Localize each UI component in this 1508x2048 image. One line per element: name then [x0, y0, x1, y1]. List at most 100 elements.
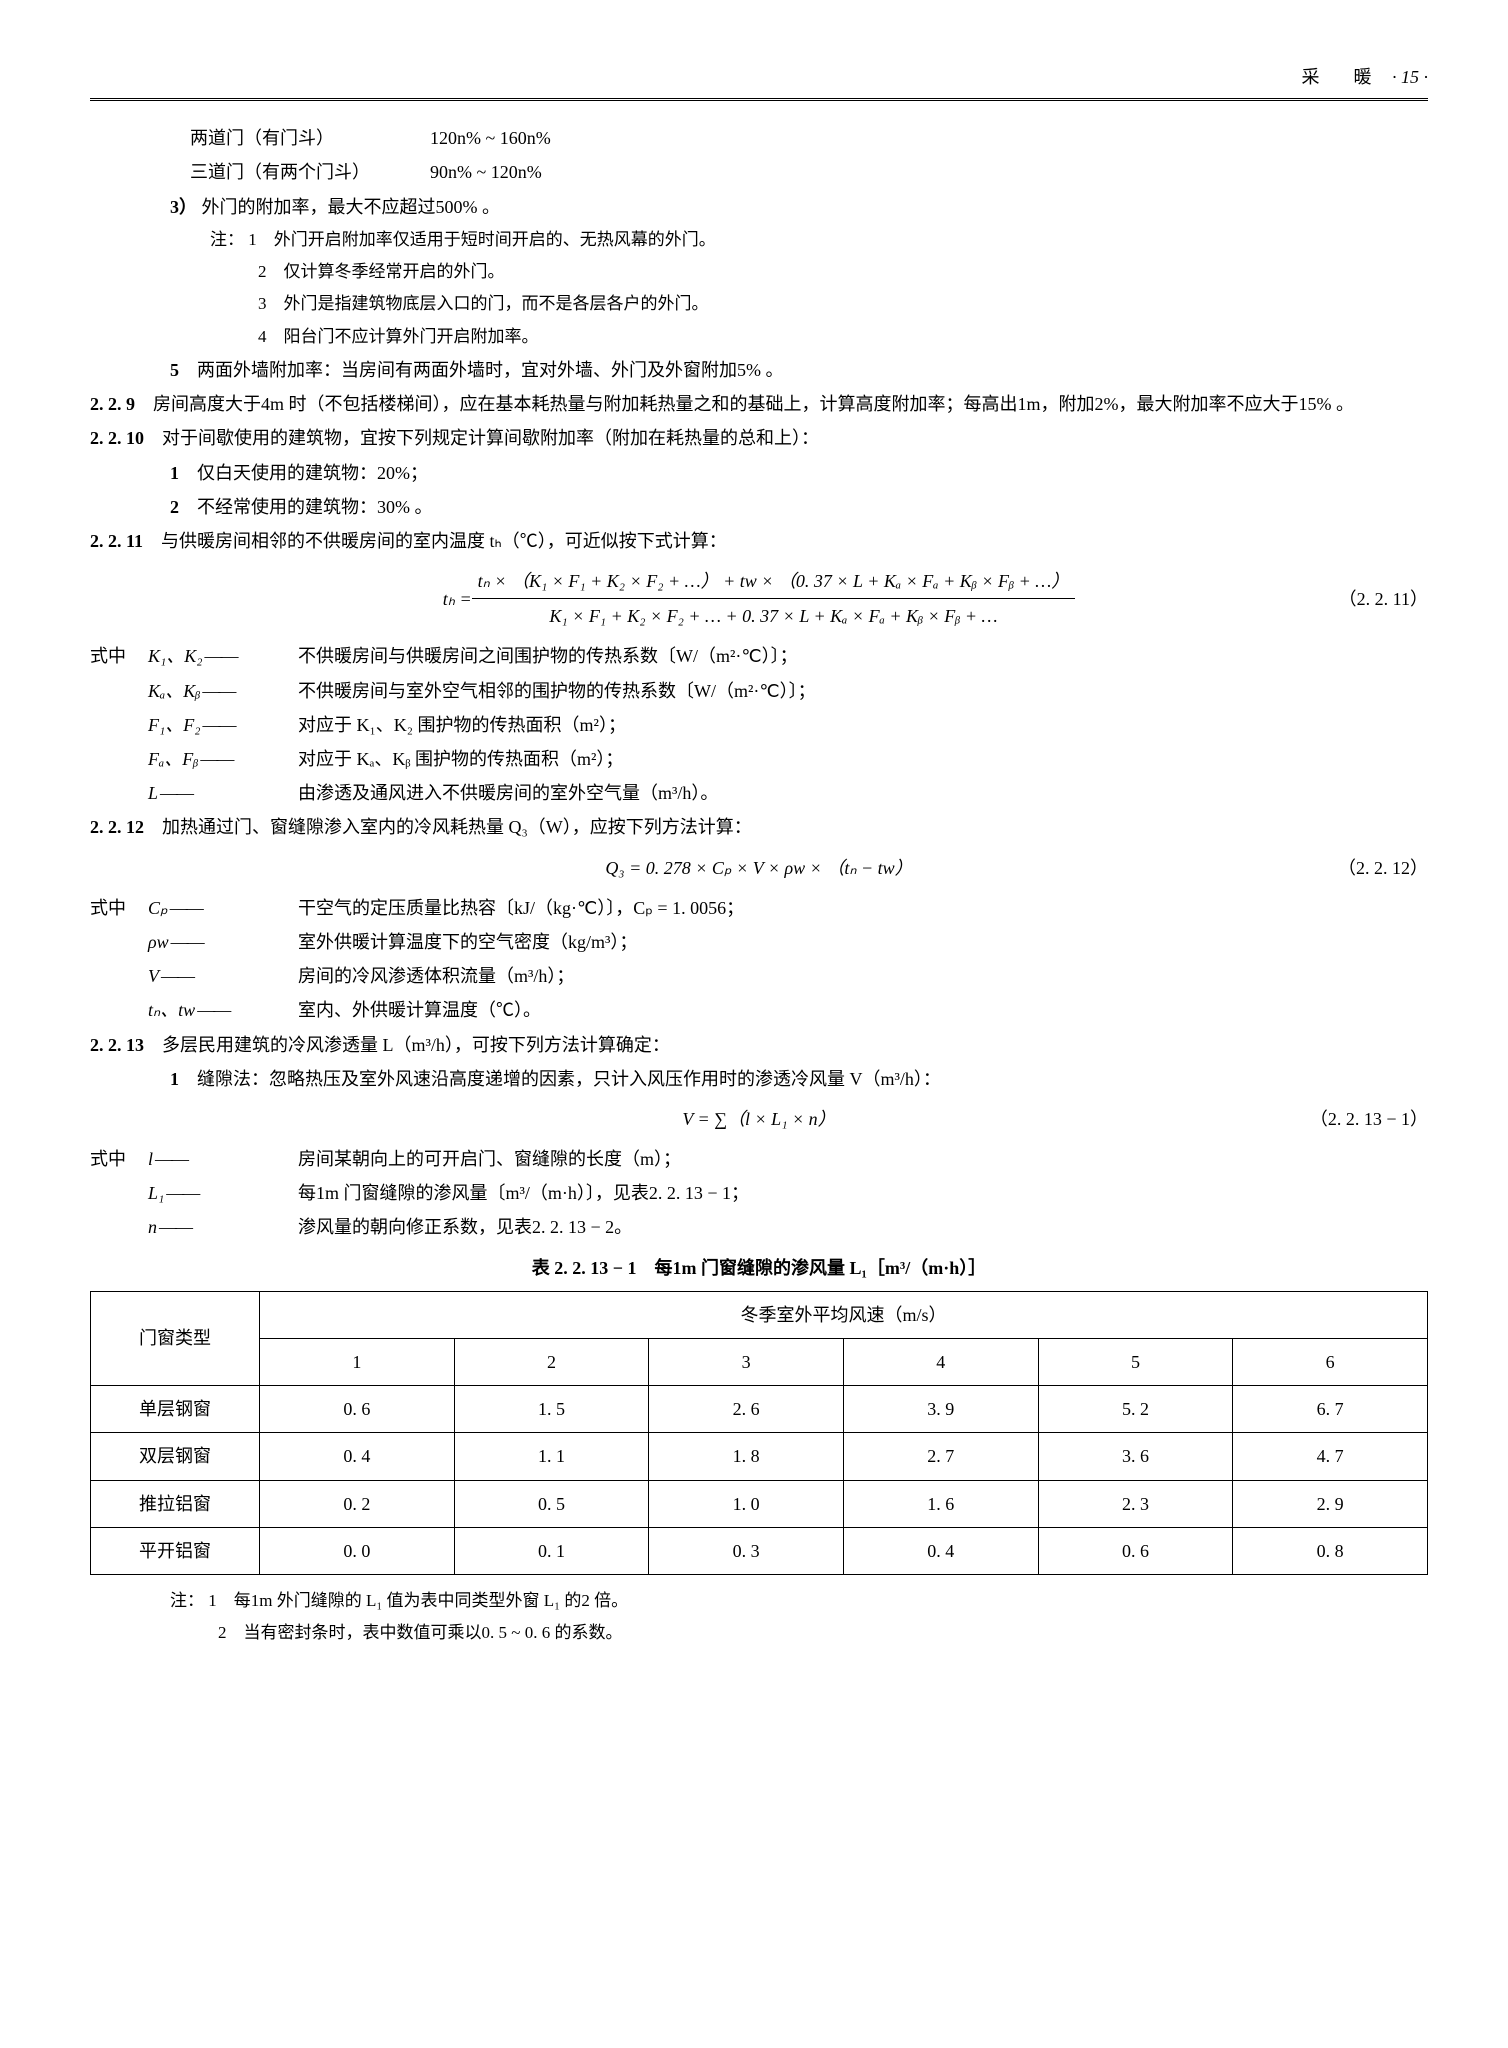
- note-line: 4 阳台门不应计算外门开启附加率。: [258, 321, 1428, 353]
- door-value: 120n% ~ 160n%: [430, 121, 551, 155]
- where-line: n——渗风量的朝向修正系数，见表2. 2. 13 − 2。: [90, 1210, 1428, 1244]
- door-label: 三道门（有两个门斗）: [190, 155, 430, 189]
- notes-label: 注：: [210, 230, 244, 249]
- cell: 2. 6: [649, 1386, 844, 1433]
- sym: K₁、K₂: [148, 639, 203, 673]
- sym: V: [148, 959, 159, 993]
- sec-num: 2. 2. 10: [90, 428, 144, 448]
- cell: 0. 6: [1038, 1527, 1233, 1574]
- def: 室内、外供暖计算温度（℃）。: [298, 993, 541, 1027]
- sym: L: [148, 776, 158, 810]
- where-line: tₙ、tw——室内、外供暖计算温度（℃）。: [90, 993, 1428, 1027]
- sec-text: 房间高度大于4m 时（不包括楼梯间），应在基本耗热量与附加耗热量之和的基础上，计…: [153, 394, 1354, 414]
- sym: Fₐ、Fᵦ: [148, 742, 198, 776]
- note-text: 外门开启附加率仅适用于短时间开启的、无热风幕的外门。: [274, 230, 716, 249]
- where-line: 式中Cₚ——干空气的定压质量比热容〔kJ/（kg·℃）〕，Cₚ = 1. 005…: [90, 891, 1428, 925]
- numerator: tₙ × （K₁ × F₁ + K₂ × F₂ + …） + tw × （0. …: [472, 564, 1076, 599]
- item-2: 2 不经常使用的建筑物：30% 。: [170, 490, 1428, 524]
- n: 1: [170, 463, 179, 483]
- cell: 3. 9: [843, 1386, 1038, 1433]
- sym: L₁: [148, 1176, 164, 1210]
- item-3-num: 3）: [170, 197, 197, 217]
- section-2-2-13: 2. 2. 13 多层民用建筑的冷风渗透量 L（m³/h），可按下列方法计算确定…: [90, 1028, 1428, 1062]
- item-5-num: 5: [170, 360, 179, 380]
- col: 5: [1038, 1339, 1233, 1386]
- table-row: 平开铝窗0. 00. 10. 30. 40. 60. 8: [91, 1527, 1428, 1574]
- cell: 1. 1: [454, 1433, 649, 1480]
- sym: n: [148, 1210, 157, 1244]
- note-text: 阳台门不应计算外门开启附加率。: [284, 327, 539, 346]
- note-num: 2: [258, 262, 267, 281]
- item-1: 1 仅白天使用的建筑物：20%；: [170, 456, 1428, 490]
- note-num: 1: [248, 230, 257, 249]
- def: 每1m 门窗缝隙的渗风量〔m³/（m·h）〕，见表2. 2. 13 − 1；: [298, 1176, 749, 1210]
- page-number: · 15 ·: [1392, 67, 1428, 87]
- eq-left: tₕ =: [443, 582, 472, 616]
- door-value: 90n% ~ 120n%: [430, 155, 542, 189]
- table-note: 2 当有密封条时，表中数值可乘以0. 5 ~ 0. 6 的系数。: [218, 1617, 1428, 1649]
- cell: 2. 3: [1038, 1480, 1233, 1527]
- door-item-2: 三道门（有两个门斗） 90n% ~ 120n%: [190, 155, 1428, 189]
- note-line: 注： 1 外门开启附加率仅适用于短时间开启的、无热风幕的外门。: [210, 224, 1428, 256]
- notes-label: 注：: [170, 1591, 204, 1610]
- where-line: Kₐ、Kᵦ——不供暖房间与室外空气相邻的围护物的传热系数〔W/（m²·℃）〕；: [90, 674, 1428, 708]
- cell: 2. 7: [843, 1433, 1038, 1480]
- sec-text: 与供暖房间相邻的不供暖房间的室内温度 tₕ（℃），可近似按下式计算：: [161, 531, 727, 551]
- sec-text: 加热通过门、窗缝隙渗入室内的冷风耗热量 Q₃（W），应按下列方法计算：: [162, 817, 752, 837]
- sec-num: 2. 2. 12: [90, 817, 144, 837]
- eq-num: （2. 2. 13 − 1）: [1310, 1102, 1428, 1136]
- cell: 2. 9: [1233, 1480, 1428, 1527]
- where-block-2213: 式中l——房间某朝向上的可开启门、窗缝隙的长度（m）； L₁——每1m 门窗缝隙…: [90, 1142, 1428, 1245]
- col: 4: [843, 1339, 1038, 1386]
- col: 2: [454, 1339, 649, 1386]
- t: 缝隙法：忽略热压及室外风速沿高度递增的因素，只计入风压作用时的渗透冷风量 V（m…: [197, 1069, 941, 1089]
- note-num: 3: [258, 294, 267, 313]
- eq-num: （2. 2. 11）: [1339, 582, 1428, 616]
- item-5-text: 两面外墙附加率：当房间有两面外墙时，宜对外墙、外门及外窗附加5% 。: [197, 360, 784, 380]
- fraction: tₙ × （K₁ × F₁ + K₂ × F₂ + …） + tw × （0. …: [472, 564, 1076, 633]
- table-row: 推拉铝窗0. 20. 51. 01. 62. 32. 9: [91, 1480, 1428, 1527]
- n: 1: [170, 1069, 179, 1089]
- table-subheader-row: 1 2 3 4 5 6: [91, 1339, 1428, 1386]
- where-block-2211: 式中 K₁、K₂—— 不供暖房间与供暖房间之间围护物的传热系数〔W/（m²·℃）…: [90, 639, 1428, 810]
- t: 不经常使用的建筑物：30% 。: [197, 497, 433, 517]
- equation-2-2-12: Q₃ = 0. 278 × Cₚ × V × ρw × （tₙ − tw） （2…: [90, 851, 1428, 885]
- where-line: 式中l——房间某朝向上的可开启门、窗缝隙的长度（m）；: [90, 1142, 1428, 1176]
- door-label: 两道门（有门斗）: [190, 121, 430, 155]
- note-text: 仅计算冬季经常开启的外门。: [284, 262, 505, 281]
- def: 对应于 K₁、K₂ 围护物的传热面积（m²）；: [298, 708, 626, 742]
- def: 由渗透及通风进入不供暖房间的室外空气量（m³/h）。: [298, 776, 718, 810]
- cell: 1. 5: [454, 1386, 649, 1433]
- equation-2-2-13-1: V = ∑（l × L₁ × n） （2. 2. 13 − 1）: [90, 1102, 1428, 1136]
- cell: 0. 4: [843, 1527, 1038, 1574]
- def: 渗风量的朝向修正系数，见表2. 2. 13 − 2。: [298, 1210, 632, 1244]
- where-label: 式中: [90, 891, 148, 925]
- def: 干空气的定压质量比热容〔kJ/（kg·℃）〕，Cₚ = 1. 0056；: [298, 891, 744, 925]
- note-num: 4: [258, 327, 267, 346]
- cell: 5. 2: [1038, 1386, 1233, 1433]
- sec-text: 对于间歇使用的建筑物，宜按下列规定计算间歇附加率（附加在耗热量的总和上）：: [162, 428, 819, 448]
- sym: l: [148, 1142, 153, 1176]
- sec-num: 2. 2. 9: [90, 394, 135, 414]
- where-line: L₁——每1m 门窗缝隙的渗风量〔m³/（m·h）〕，见表2. 2. 13 − …: [90, 1176, 1428, 1210]
- cell: 推拉铝窗: [91, 1480, 260, 1527]
- col: 6: [1233, 1339, 1428, 1386]
- table-header-row: 门窗类型 冬季室外平均风速（m/s）: [91, 1291, 1428, 1338]
- table-note: 注： 1 每1m 外门缝隙的 L₁ 值为表中同类型外窗 L₁ 的2 倍。: [170, 1585, 1428, 1617]
- def: 房间某朝向上的可开启门、窗缝隙的长度（m）；: [298, 1142, 681, 1176]
- section-title: 采 暖: [1302, 67, 1380, 87]
- where-line: Fₐ、Fᵦ——对应于 Kₐ、Kᵦ 围护物的传热面积（m²）；: [90, 742, 1428, 776]
- col: 3: [649, 1339, 844, 1386]
- def: 不供暖房间与室外空气相邻的围护物的传热系数〔W/（m²·℃）〕；: [298, 674, 816, 708]
- where-label: 式中: [90, 1142, 148, 1176]
- note-num: 2: [218, 1623, 227, 1642]
- n: 2: [170, 497, 179, 517]
- col: 1: [260, 1339, 455, 1386]
- where-label: 式中: [90, 639, 148, 673]
- cell: 0. 1: [454, 1527, 649, 1574]
- col-type: 门窗类型: [91, 1291, 260, 1385]
- where-block-2212: 式中Cₚ——干空气的定压质量比热容〔kJ/（kg·℃）〕，Cₚ = 1. 005…: [90, 891, 1428, 1028]
- denominator: K₁ × F₁ + K₂ × F₂ + … + 0. 37 × L + Kₐ ×…: [472, 599, 1076, 633]
- where-line: F₁、F₂——对应于 K₁、K₂ 围护物的传热面积（m²）；: [90, 708, 1428, 742]
- sym: F₁、F₂: [148, 708, 201, 742]
